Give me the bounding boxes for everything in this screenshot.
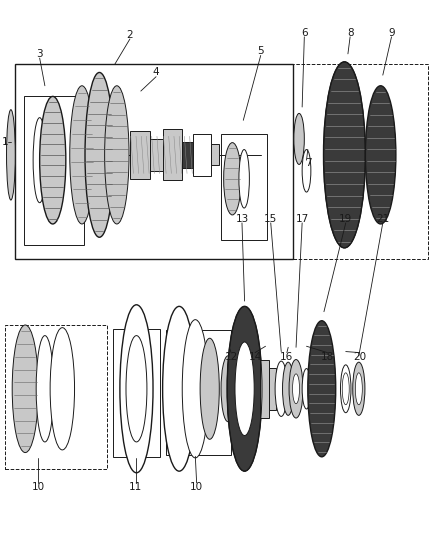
Text: 10: 10 bbox=[32, 482, 45, 492]
Ellipse shape bbox=[12, 325, 39, 453]
Ellipse shape bbox=[355, 373, 362, 405]
Ellipse shape bbox=[40, 96, 66, 224]
Ellipse shape bbox=[293, 374, 300, 403]
Polygon shape bbox=[130, 131, 149, 179]
Ellipse shape bbox=[200, 338, 219, 439]
Ellipse shape bbox=[224, 143, 241, 215]
Text: 8: 8 bbox=[347, 28, 353, 38]
Ellipse shape bbox=[365, 86, 396, 224]
Text: 1: 1 bbox=[1, 136, 8, 147]
Polygon shape bbox=[260, 360, 269, 418]
Polygon shape bbox=[269, 368, 276, 410]
Text: 9: 9 bbox=[388, 28, 395, 38]
Ellipse shape bbox=[33, 118, 46, 203]
Ellipse shape bbox=[227, 306, 262, 471]
Ellipse shape bbox=[342, 373, 349, 405]
Ellipse shape bbox=[308, 321, 336, 457]
Text: 21: 21 bbox=[376, 214, 389, 224]
Polygon shape bbox=[211, 144, 219, 165]
Ellipse shape bbox=[353, 362, 365, 415]
Ellipse shape bbox=[221, 356, 235, 422]
Ellipse shape bbox=[302, 150, 311, 192]
Ellipse shape bbox=[289, 360, 303, 418]
Ellipse shape bbox=[235, 342, 254, 435]
Polygon shape bbox=[182, 142, 193, 168]
Ellipse shape bbox=[126, 336, 147, 442]
Polygon shape bbox=[162, 130, 182, 180]
Text: 3: 3 bbox=[36, 49, 43, 59]
Ellipse shape bbox=[324, 62, 365, 248]
Text: 17: 17 bbox=[296, 214, 309, 224]
Text: 5: 5 bbox=[258, 46, 264, 56]
Polygon shape bbox=[149, 139, 162, 171]
Text: 19: 19 bbox=[339, 214, 352, 224]
Ellipse shape bbox=[120, 305, 153, 473]
Ellipse shape bbox=[50, 328, 74, 450]
Ellipse shape bbox=[105, 86, 129, 224]
Ellipse shape bbox=[294, 114, 304, 165]
Text: 4: 4 bbox=[153, 68, 159, 77]
Text: 11: 11 bbox=[129, 482, 142, 492]
Text: 13: 13 bbox=[235, 214, 249, 224]
Ellipse shape bbox=[340, 365, 351, 413]
Ellipse shape bbox=[7, 110, 15, 200]
Ellipse shape bbox=[36, 336, 53, 442]
Text: 14: 14 bbox=[248, 352, 261, 362]
Text: 18: 18 bbox=[321, 352, 334, 362]
Text: 16: 16 bbox=[280, 352, 293, 362]
Ellipse shape bbox=[162, 306, 196, 471]
Text: 20: 20 bbox=[353, 352, 366, 362]
Text: 6: 6 bbox=[301, 28, 307, 38]
Text: 15: 15 bbox=[264, 214, 277, 224]
Ellipse shape bbox=[283, 362, 294, 415]
Text: 10: 10 bbox=[190, 482, 203, 492]
Text: 7: 7 bbox=[305, 158, 312, 168]
Text: 2: 2 bbox=[127, 30, 133, 41]
Ellipse shape bbox=[182, 320, 208, 458]
Ellipse shape bbox=[239, 150, 249, 208]
Text: 12: 12 bbox=[224, 352, 238, 362]
Ellipse shape bbox=[275, 361, 287, 416]
Ellipse shape bbox=[302, 368, 311, 409]
Ellipse shape bbox=[85, 72, 114, 237]
Polygon shape bbox=[193, 134, 211, 176]
Ellipse shape bbox=[70, 86, 94, 224]
